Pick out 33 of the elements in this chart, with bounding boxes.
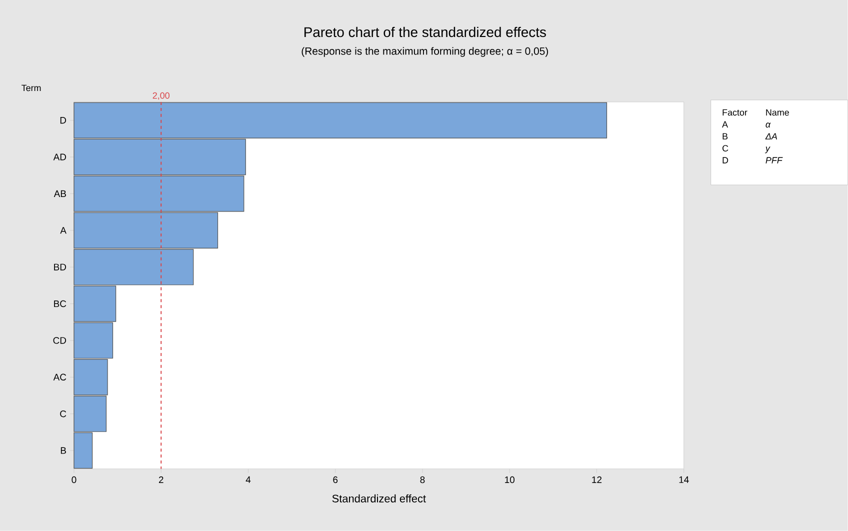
text: Name xyxy=(766,109,789,116)
chart-subtitle: (Response is the maximum forming degree; α = 0,05) xyxy=(302,47,548,57)
y-tick-label: C xyxy=(60,410,66,418)
text: α xyxy=(766,122,771,128)
x-tick-label: 8 xyxy=(420,476,425,484)
text: D xyxy=(722,157,728,164)
x-tick-label: 12 xyxy=(592,476,602,484)
y-tick-label: AD xyxy=(53,154,66,160)
chart-title: Pareto chart of the standardized effects xyxy=(304,26,546,38)
text: B xyxy=(722,133,728,140)
y-tick-label: BC xyxy=(54,300,66,308)
text: C xyxy=(722,145,728,152)
y-tick-label: AC xyxy=(53,374,66,381)
text: A xyxy=(722,121,728,128)
x-tick-label: 4 xyxy=(246,476,251,483)
y-tick-label: A xyxy=(60,227,66,234)
x-axis-title: Standardized effect xyxy=(332,494,426,503)
y-tick-label: CD xyxy=(53,337,66,344)
text: Factor xyxy=(722,109,748,116)
y-tick-label: BD xyxy=(54,264,66,270)
text: ΔA xyxy=(765,133,777,140)
x-tick-label: 14 xyxy=(679,476,689,483)
x-tick-label: 10 xyxy=(505,476,514,484)
x-tick-label: 0 xyxy=(72,476,76,484)
y-tick-label: AB xyxy=(54,190,66,198)
text: y xyxy=(764,146,770,154)
y-tick-label: D xyxy=(60,117,66,124)
y-axis-title: Term xyxy=(22,84,41,92)
text: PFF xyxy=(766,157,783,164)
x-tick-label: 2 xyxy=(158,476,164,484)
y-tick-label: B xyxy=(60,447,66,454)
x-tick-label: 6 xyxy=(333,476,338,484)
ref-line-label: 2,00 xyxy=(152,92,170,100)
